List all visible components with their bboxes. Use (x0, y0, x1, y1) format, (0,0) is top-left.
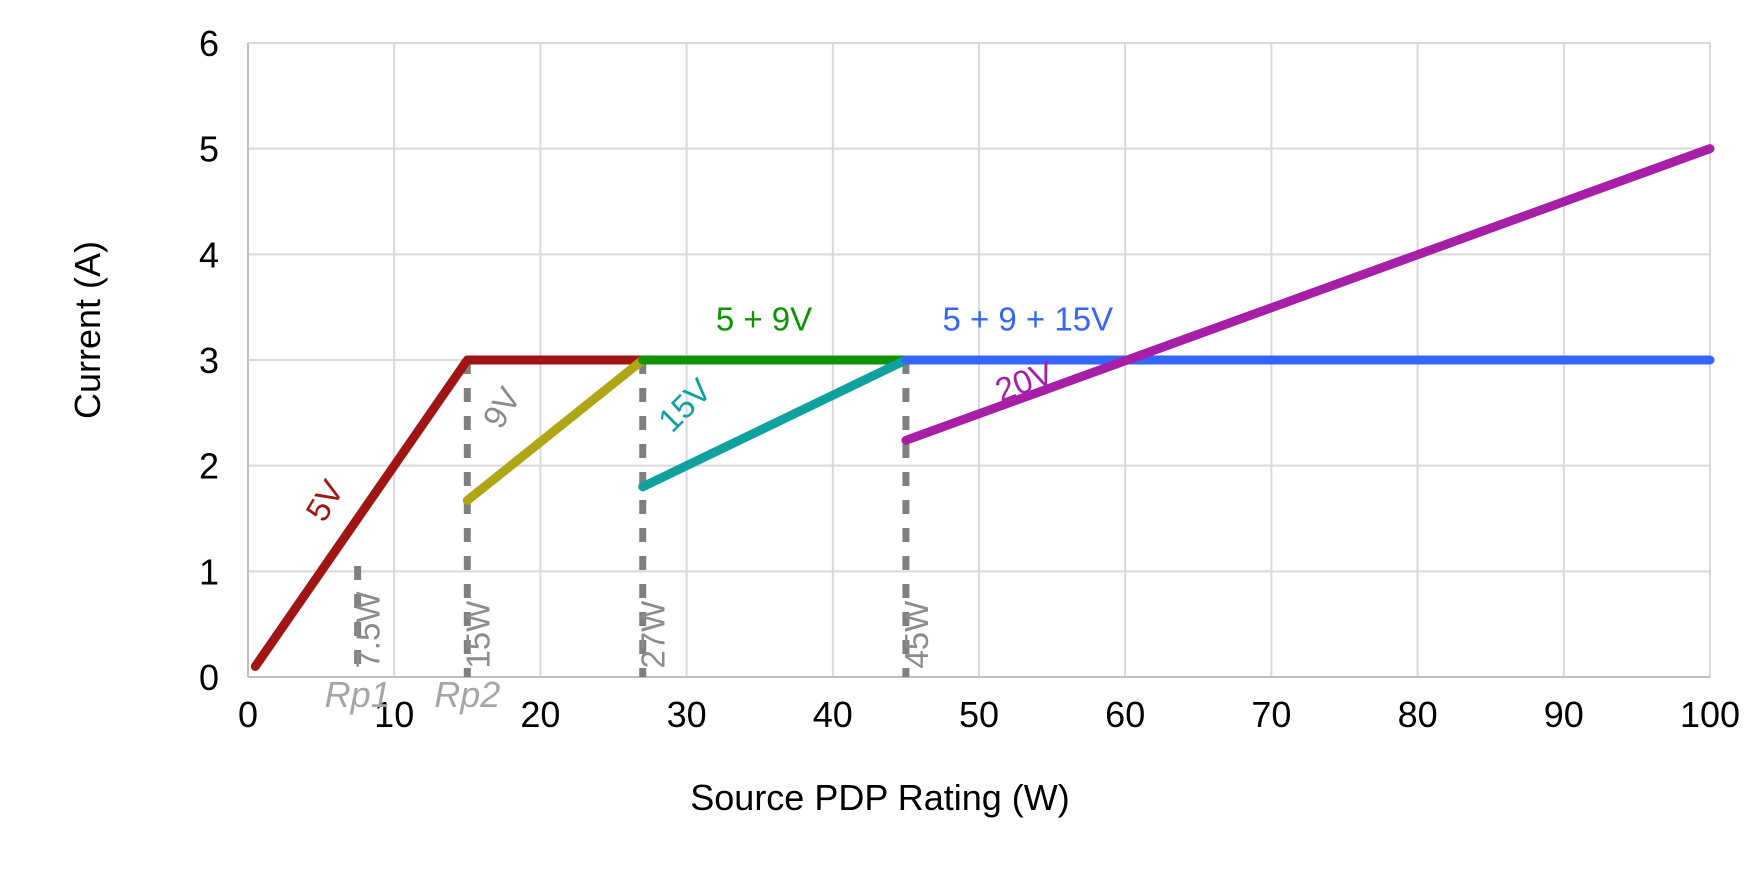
rp-axis-labels: Rp1 Rp2 (325, 674, 501, 715)
x-tick-label: 40 (813, 694, 853, 735)
y-tick-label: 4 (199, 234, 219, 275)
data-series-lines (250, 144, 1715, 671)
y-tick-label: 5 (199, 129, 219, 170)
series-line-9v (462, 355, 648, 506)
y-tick-label: 1 (199, 551, 219, 592)
x-tick-label: 90 (1544, 694, 1584, 735)
y-tick-label: 6 (199, 23, 219, 64)
x-tick-label: 10 (374, 694, 414, 735)
threshold-marker-labels: 7.5W 15W 27W 45W (350, 591, 935, 669)
series-line-15v (638, 355, 911, 492)
marker-label-15w: 15W (459, 600, 496, 669)
x-tick-label: 50 (959, 694, 999, 735)
series-line-5v (250, 355, 648, 671)
plot-frame (247, 43, 1710, 678)
threshold-markers (354, 360, 910, 677)
y-tick-label: 3 (199, 340, 219, 381)
rp-axis-label-rp2: Rp2 (434, 674, 500, 715)
rp-axis-label-rp1: Rp1 (325, 674, 391, 715)
y-tick-label: 2 (199, 446, 219, 487)
y-axis-tick-labels: 0 1 2 3 4 5 6 (199, 23, 219, 698)
x-tick-label: 70 (1251, 694, 1291, 735)
x-axis-tick-labels: 0 10 20 30 40 50 60 70 80 90 100 (238, 694, 1740, 735)
marker-label-7.5w: 7.5W (350, 591, 387, 669)
y-axis-title: Current (A) (67, 241, 108, 419)
y-tick-label: 0 (199, 657, 219, 698)
marker-label-45w: 45W (898, 600, 935, 669)
series-label-5-9-15v: 5 + 9 + 15V (942, 300, 1113, 337)
x-axis-title: Source PDP Rating (W) (690, 777, 1069, 818)
series-line-20v (901, 144, 1715, 445)
series-label-5-9v: 5 + 9V (716, 300, 812, 337)
x-tick-label: 0 (238, 694, 258, 735)
x-tick-label: 30 (667, 694, 707, 735)
x-tick-label: 100 (1680, 694, 1740, 735)
marker-label-27w: 27W (635, 600, 672, 669)
x-tick-label: 60 (1105, 694, 1145, 735)
x-tick-label: 80 (1398, 694, 1438, 735)
x-tick-label: 20 (520, 694, 560, 735)
